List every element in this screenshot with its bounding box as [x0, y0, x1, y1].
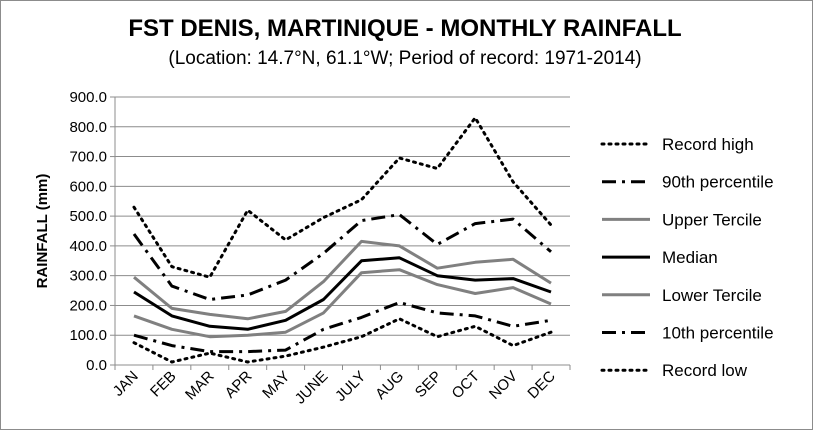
- x-tick-label: JUNE: [292, 368, 332, 408]
- y-tick-label: 500.0: [69, 208, 107, 225]
- x-tick-label: JAN: [110, 368, 142, 400]
- x-tick-label: SEP: [412, 368, 445, 401]
- x-tick-label: APR: [222, 368, 256, 402]
- series-lines: [132, 116, 553, 364]
- series-line-lower-tercile: [133, 268, 552, 339]
- x-tick-label: OCT: [449, 368, 483, 402]
- legend-label: Record low: [662, 361, 748, 380]
- legend: Record high 90th percentile Upper Tercile M…: [600, 135, 774, 380]
- series-line-90th-percentile: [132, 213, 552, 301]
- y-tick-label: 600.0: [69, 178, 107, 195]
- y-tick-label: 100.0: [69, 327, 107, 344]
- y-tick-label: 200.0: [69, 297, 107, 314]
- legend-label: Median: [662, 248, 718, 267]
- x-tick-label: MAY: [259, 368, 293, 402]
- y-axis-label: RAINFALL (mm): [34, 174, 51, 289]
- legend-label: 10th percentile: [662, 324, 774, 343]
- series-line-10th-percentile: [133, 301, 552, 354]
- x-tick-label: JULY: [332, 368, 369, 405]
- y-tick-label: 400.0: [69, 238, 107, 255]
- legend-label: Lower Tercile: [662, 286, 762, 305]
- chart-subtitle: (Location: 14.7°N, 61.1°W; Period of rec…: [168, 48, 641, 69]
- series-line-upper-tercile: [133, 239, 552, 321]
- series-line-median: [133, 256, 552, 331]
- gridlines: [115, 96, 570, 336]
- legend-label: 90th percentile: [662, 173, 774, 192]
- x-tick-label: MAR: [182, 368, 218, 404]
- y-tick-label: 300.0: [69, 268, 107, 285]
- series-line-record-low: [132, 317, 553, 364]
- series-line-record-high: [132, 116, 553, 279]
- legend-label: Record high: [662, 135, 754, 154]
- y-tick-label: 700.0: [69, 149, 107, 166]
- x-tick-label: DEC: [524, 368, 559, 403]
- y-tick-label: 0.0: [86, 357, 107, 374]
- chart-title: FST DENIS, MARTINIQUE - MONTHLY RAINFALL: [128, 15, 681, 42]
- x-tick-label: FEB: [147, 368, 180, 401]
- x-tick-label: NOV: [486, 368, 521, 403]
- y-axis-ticks: 0.0 100.0 200.0 300.0 400.0 500.0 600.0 700.0 80…: [69, 89, 115, 374]
- y-tick-label: 800.0: [69, 119, 107, 136]
- y-tick-label: 900.0: [69, 89, 107, 106]
- legend-label: Upper Tercile: [662, 210, 762, 229]
- x-tick-label: AUG: [372, 368, 407, 403]
